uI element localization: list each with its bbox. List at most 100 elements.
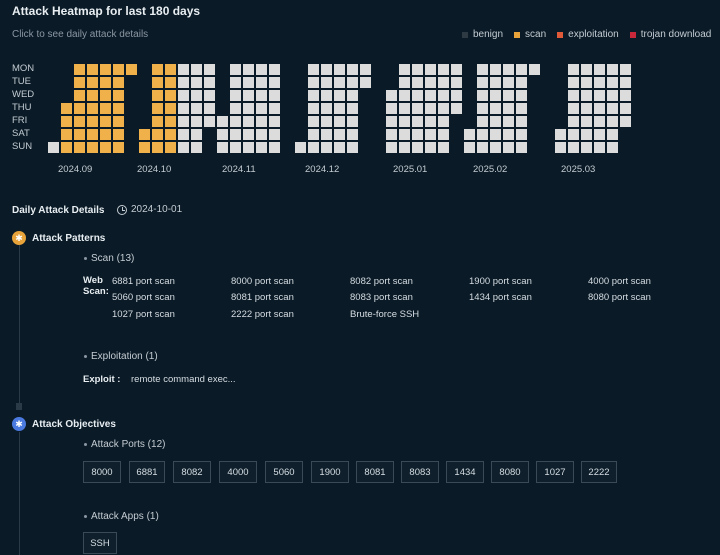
heatmap-cell[interactable] <box>87 64 98 75</box>
heatmap-cell[interactable] <box>87 90 98 101</box>
heatmap-cell[interactable] <box>87 129 98 140</box>
heatmap-cell[interactable] <box>503 103 514 114</box>
heatmap-cell[interactable] <box>230 103 241 114</box>
app-chip[interactable]: SSH <box>83 532 117 554</box>
heatmap-cell[interactable] <box>516 90 527 101</box>
heatmap-cell[interactable] <box>594 116 605 127</box>
heatmap-cell[interactable] <box>178 90 189 101</box>
heatmap-cell[interactable] <box>425 116 436 127</box>
port-chip[interactable]: 8000 <box>83 461 121 483</box>
heatmap-cell[interactable] <box>178 77 189 88</box>
heatmap-cell[interactable] <box>555 142 566 153</box>
heatmap-cell[interactable] <box>256 103 267 114</box>
heatmap-cell[interactable] <box>477 142 488 153</box>
heatmap-cell[interactable] <box>139 142 150 153</box>
heatmap-cell[interactable] <box>568 129 579 140</box>
heatmap-cell[interactable] <box>607 64 618 75</box>
heatmap-cell[interactable] <box>503 64 514 75</box>
heatmap-cell[interactable] <box>581 77 592 88</box>
heatmap-cell[interactable] <box>425 129 436 140</box>
heatmap-cell[interactable] <box>256 129 267 140</box>
heatmap-cell[interactable] <box>438 116 449 127</box>
heatmap-cell[interactable] <box>100 64 111 75</box>
heatmap-cell[interactable] <box>256 64 267 75</box>
heatmap-cell[interactable] <box>113 129 124 140</box>
heatmap-cell[interactable] <box>516 103 527 114</box>
heatmap-cell[interactable] <box>425 103 436 114</box>
heatmap-cell[interactable] <box>568 90 579 101</box>
heatmap-cell[interactable] <box>100 90 111 101</box>
heatmap-cell[interactable] <box>230 64 241 75</box>
heatmap-cell[interactable] <box>87 103 98 114</box>
heatmap-cell[interactable] <box>191 90 202 101</box>
heatmap-cell[interactable] <box>594 103 605 114</box>
heatmap-cell[interactable] <box>178 129 189 140</box>
heatmap-cell[interactable] <box>334 90 345 101</box>
heatmap-cell[interactable] <box>399 142 410 153</box>
heatmap-cell[interactable] <box>412 142 423 153</box>
heatmap-cell[interactable] <box>100 142 111 153</box>
heatmap-cell[interactable] <box>74 103 85 114</box>
heatmap-cell[interactable] <box>490 103 501 114</box>
port-chip[interactable]: 1027 <box>536 461 574 483</box>
heatmap-cell[interactable] <box>295 142 306 153</box>
heatmap-cell[interactable] <box>399 116 410 127</box>
heatmap-cell[interactable] <box>87 77 98 88</box>
heatmap-cell[interactable] <box>399 90 410 101</box>
heatmap-cell[interactable] <box>191 116 202 127</box>
heatmap-cell[interactable] <box>61 129 72 140</box>
ports-group-title[interactable]: Attack Ports (12) <box>84 439 165 450</box>
heatmap-cell[interactable] <box>334 142 345 153</box>
heatmap-cell[interactable] <box>477 116 488 127</box>
heatmap-cell[interactable] <box>425 77 436 88</box>
heatmap-cell[interactable] <box>438 77 449 88</box>
heatmap-cell[interactable] <box>100 103 111 114</box>
heatmap-cell[interactable] <box>243 142 254 153</box>
heatmap-cell[interactable] <box>113 116 124 127</box>
heatmap-cell[interactable] <box>87 116 98 127</box>
port-chip[interactable]: 4000 <box>219 461 257 483</box>
heatmap-cell[interactable] <box>334 103 345 114</box>
heatmap-cell[interactable] <box>100 77 111 88</box>
heatmap-cell[interactable] <box>191 142 202 153</box>
heatmap-cell[interactable] <box>113 64 124 75</box>
heatmap-cell[interactable] <box>347 77 358 88</box>
heatmap-cell[interactable] <box>386 129 397 140</box>
heatmap-cell[interactable] <box>412 129 423 140</box>
heatmap-cell[interactable] <box>48 142 59 153</box>
heatmap-cell[interactable] <box>243 90 254 101</box>
heatmap-cell[interactable] <box>451 64 462 75</box>
heatmap-cell[interactable] <box>191 77 202 88</box>
heatmap-cell[interactable] <box>477 77 488 88</box>
heatmap-cell[interactable] <box>360 77 371 88</box>
heatmap-cell[interactable] <box>607 142 618 153</box>
heatmap-cell[interactable] <box>529 64 540 75</box>
heatmap-cell[interactable] <box>477 64 488 75</box>
heatmap-cell[interactable] <box>594 129 605 140</box>
heatmap-cell[interactable] <box>61 103 72 114</box>
heatmap-cell[interactable] <box>386 142 397 153</box>
heatmap-cell[interactable] <box>464 142 475 153</box>
port-chip[interactable]: 8081 <box>356 461 394 483</box>
heatmap-cell[interactable] <box>204 77 215 88</box>
heatmap-cell[interactable] <box>451 77 462 88</box>
port-chip[interactable]: 8080 <box>491 461 529 483</box>
heatmap-cell[interactable] <box>581 103 592 114</box>
heatmap-cell[interactable] <box>269 142 280 153</box>
heatmap-cell[interactable] <box>269 116 280 127</box>
heatmap-cell[interactable] <box>477 103 488 114</box>
heatmap-cell[interactable] <box>503 77 514 88</box>
heatmap-cell[interactable] <box>620 77 631 88</box>
heatmap-cell[interactable] <box>204 64 215 75</box>
heatmap-cell[interactable] <box>386 116 397 127</box>
heatmap-cell[interactable] <box>607 77 618 88</box>
heatmap-cell[interactable] <box>204 116 215 127</box>
heatmap-cell[interactable] <box>165 90 176 101</box>
legend-item-benign[interactable]: benign <box>462 29 503 40</box>
heatmap-cell[interactable] <box>178 116 189 127</box>
heatmap-cell[interactable] <box>412 90 423 101</box>
heatmap-cell[interactable] <box>269 77 280 88</box>
port-chip[interactable]: 2222 <box>581 461 617 483</box>
heatmap-cell[interactable] <box>399 103 410 114</box>
heatmap-cell[interactable] <box>217 129 228 140</box>
